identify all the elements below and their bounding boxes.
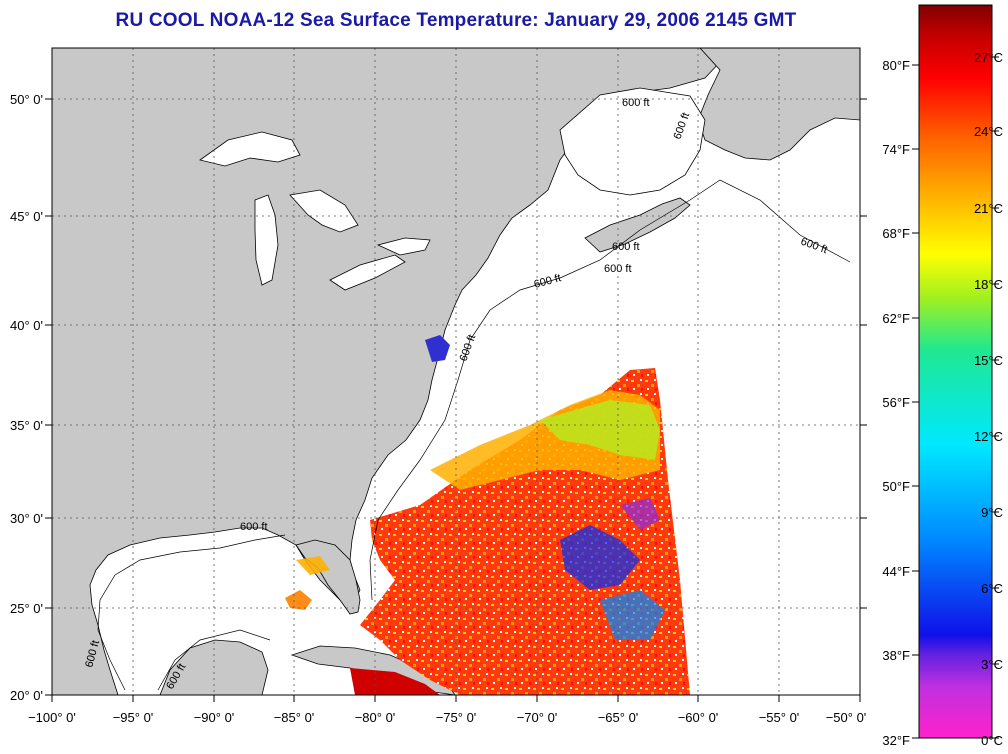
frame-ticks [45,98,867,702]
celsius-label: 27°C [974,50,1003,65]
lon-tick-label: −70° 0' [517,710,558,725]
fahrenheit-label: 74°F [882,142,910,157]
lat-tick-label: 30° 0' [10,511,43,526]
fahrenheit-label: 56°F [882,395,910,410]
isobath-label: 600 ft [240,521,268,533]
celsius-label: 24°C [974,124,1003,139]
lon-tick-label: −75° 0' [436,710,477,725]
lon-tick-label: −60° 0' [678,710,719,725]
land-nova-scotia [584,197,691,253]
sst-gulf-patch [285,590,312,610]
lon-tick-label: −80° 0' [355,710,396,725]
fahrenheit-label: 80°F [882,58,910,73]
lon-tick-label: −100° 0' [28,710,76,725]
celsius-label: 9°C [981,505,1003,520]
fahrenheit-label: 50°F [882,479,910,494]
isobath-600ft-yucatan [157,629,271,691]
celsius-label: 18°C [974,277,1003,292]
lon-tick-label: −90° 0' [194,710,235,725]
fahrenheit-label: 38°F [882,648,910,663]
lon-tick-label: −65° 0' [598,710,639,725]
isobath-label: 600 ft [622,97,650,109]
lat-tick-label: 35° 0' [10,418,43,433]
lat-tick-label: 40° 0' [10,318,43,333]
isobath-600ft-atlantic [369,179,851,601]
map-area [51,47,861,696]
sst-swath-cold-eddies-2 [600,590,665,640]
gulf-of-st-lawrence [559,87,706,196]
sst-keys-patch [296,556,330,575]
lake-erie [329,254,406,291]
celsius-label: 21°C [974,201,1003,216]
celsius-label: 6°C [981,581,1003,596]
celsius-label: 3°C [981,657,1003,672]
land-north-america [51,47,721,696]
sst-data-swath [285,368,690,695]
lon-tick-label: −95° 0' [113,710,154,725]
colorbar-fahrenheit-labels: 80°F 74°F 68°F 62°F 56°F 50°F 44°F 38°F … [882,58,910,748]
lat-tick-label: 20° 0' [10,688,43,703]
fahrenheit-label: 32°F [882,733,910,748]
lon-tick-label: −50° 0' [826,710,867,725]
fahrenheit-label: 68°F [882,226,910,241]
lon-tick-label: −55° 0' [759,710,800,725]
celsius-label: 12°C [974,429,1003,444]
sst-swath-cold-eddies [560,525,640,590]
isobath-label: 600 ft [612,241,640,253]
lat-tick-label: 45° 0' [10,209,43,224]
sst-swath-purple [620,498,660,530]
isobath-label: 600 ft [604,263,632,275]
chesapeake-cold-patch [425,335,450,362]
lat-tick-label: 50° 0' [10,92,43,107]
celsius-label: 0°C [981,733,1003,748]
lake-huron [289,189,359,233]
sst-swath-green [540,400,660,460]
isobath-600ft-gulf [97,534,286,691]
map-title: RU COOL NOAA-12 Sea Surface Temperature:… [115,10,797,31]
lake-superior [199,131,301,167]
sst-cuba-warm [350,668,440,695]
lon-tick-label: −85° 0' [274,710,315,725]
longitude-labels: −100° 0' −95° 0' −90° 0' −85° 0' −80° 0'… [28,710,866,725]
colorbar-gradient [918,4,993,739]
grid [52,48,860,695]
latitude-labels: 50° 0' 45° 0' 40° 0' 35° 0' 30° 0' 25° 0… [10,92,43,703]
fahrenheit-label: 44°F [882,564,910,579]
lake-michigan [254,194,279,286]
colorbar-celsius-labels: 27°C 24°C 21°C 18°C 15°C 12°C 9°C 6°C 3°… [974,50,1003,748]
lat-tick-label: 25° 0' [10,601,43,616]
lake-ontario [376,237,431,256]
fahrenheit-label: 62°F [882,311,910,326]
celsius-label: 15°C [974,353,1003,368]
colorbar: 80°F 74°F 68°F 62°F 56°F 50°F 44°F 38°F … [882,4,1003,748]
